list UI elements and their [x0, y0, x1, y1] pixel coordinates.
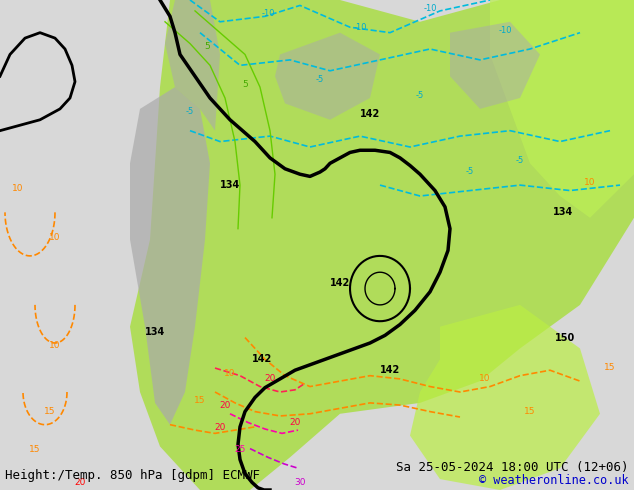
Text: 20: 20: [264, 374, 276, 383]
Text: 10: 10: [49, 233, 61, 242]
Text: 15: 15: [29, 445, 41, 454]
Text: Sa 25-05-2024 18:00 UTC (12+06): Sa 25-05-2024 18:00 UTC (12+06): [396, 461, 629, 474]
Text: 25: 25: [235, 445, 246, 454]
Text: 20: 20: [289, 417, 301, 427]
Text: 142: 142: [360, 109, 380, 120]
Text: 134: 134: [220, 180, 240, 190]
Text: 10: 10: [585, 178, 596, 187]
Text: -10: -10: [261, 9, 275, 18]
Text: 15: 15: [44, 407, 56, 416]
Text: -5: -5: [516, 156, 524, 165]
Text: -10: -10: [424, 4, 437, 13]
Text: -5: -5: [316, 74, 324, 84]
Polygon shape: [165, 0, 220, 131]
Text: -10: -10: [353, 24, 366, 32]
Text: 10: 10: [49, 342, 61, 350]
Text: 142: 142: [380, 365, 400, 375]
Polygon shape: [130, 0, 634, 490]
Text: -5: -5: [416, 91, 424, 100]
Text: 20: 20: [219, 401, 231, 410]
Text: 134: 134: [553, 207, 573, 218]
Text: 5: 5: [242, 80, 248, 89]
Text: 20: 20: [74, 478, 86, 487]
Polygon shape: [410, 305, 600, 490]
Text: 134: 134: [145, 327, 165, 337]
Text: 10: 10: [224, 368, 236, 378]
Text: 20: 20: [214, 423, 226, 432]
Text: 15: 15: [604, 363, 616, 372]
Text: 142: 142: [330, 278, 350, 288]
Text: -10: -10: [498, 25, 512, 35]
Text: 30: 30: [294, 478, 306, 487]
Text: 150: 150: [555, 333, 575, 343]
Polygon shape: [130, 87, 210, 425]
Polygon shape: [275, 33, 380, 120]
Text: -5: -5: [466, 167, 474, 176]
Text: Height:/Temp. 850 hPa [gdpm] ECMWF: Height:/Temp. 850 hPa [gdpm] ECMWF: [5, 469, 260, 482]
Text: 10: 10: [479, 374, 491, 383]
Text: 142: 142: [252, 354, 272, 365]
Text: 10: 10: [12, 184, 23, 193]
Polygon shape: [490, 0, 634, 218]
Polygon shape: [450, 22, 540, 109]
Text: 15: 15: [524, 407, 536, 416]
Text: 5: 5: [204, 42, 210, 51]
Text: © weatheronline.co.uk: © weatheronline.co.uk: [479, 474, 629, 487]
Text: 15: 15: [194, 396, 206, 405]
Text: -5: -5: [186, 107, 194, 116]
